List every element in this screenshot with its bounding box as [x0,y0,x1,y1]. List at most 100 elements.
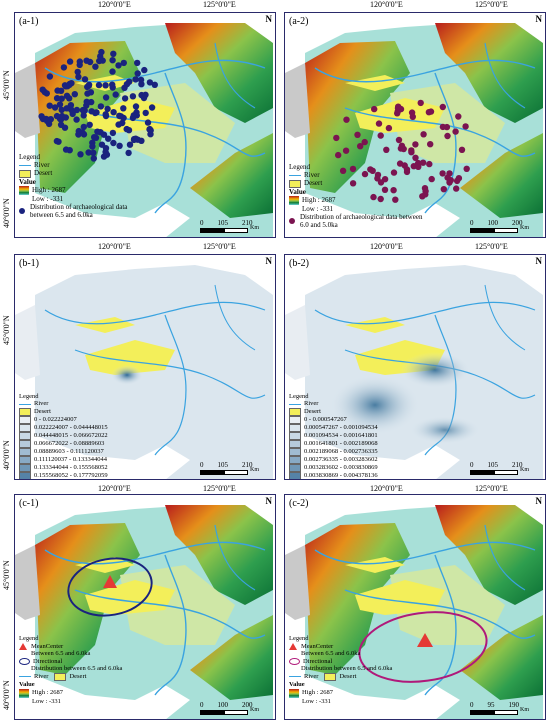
density-class-row: 0.001641801 - 0.002189068 [289,439,378,448]
site-point [439,123,447,131]
site-point [354,131,361,138]
legend-low: Low : -331 [32,697,61,705]
site-point [342,147,350,154]
site-point [86,121,93,128]
site-point [75,73,82,81]
density-class-label: 0.044448015 - 0.066672022 [34,432,108,440]
density-class-row: 0.003283602 - 0.003830869 [289,463,378,472]
density-swatch-icon [289,471,301,479]
legend-value: Value [19,177,36,186]
site-point [91,134,98,141]
site-point [349,165,357,173]
scale-tick: 200 [512,219,523,227]
legend-title: Legend [289,635,309,642]
site-point [62,146,70,153]
density-class-list: 0 - 0.022224007 0.022224007 - 0.044448015… [19,415,108,479]
site-point [417,99,424,107]
density-class-row: 0.002189068 - 0.002736335 [289,447,378,456]
density-class-label: 0.000547267 - 0.001094534 [304,424,378,432]
legend-sites: Distribution of archaeological data betw… [30,203,128,220]
density-class-label: 0.022224007 - 0.044448015 [34,424,108,432]
density-class-row: 0.066672022 - 0.08889603 [19,439,108,448]
legend-river: River [34,400,49,408]
site-point [90,155,98,162]
directional-ellipse [67,557,153,617]
site-point [452,128,459,135]
site-point [427,141,434,148]
scale-tick: 105 [487,461,499,469]
legend-title: Legend [19,153,40,161]
site-point [374,171,382,179]
site-points-a2 [333,99,470,203]
triangle-icon [19,642,27,650]
site-point [339,167,347,174]
panel-label: (c-1) [19,498,39,509]
site-point [142,91,149,99]
scale-tick: 0 [200,219,204,227]
site-point [73,106,81,114]
scale-tick: 105 [217,219,229,227]
site-point [377,132,384,139]
site-point [132,76,139,83]
scale-unit: Km [520,707,529,713]
legend-high: High : 2687 [32,186,66,195]
legend-c2: Legend MeanCenter Between 6.5 and 6.0ka … [289,635,392,705]
density-swatch-icon [289,431,301,440]
density-class-row: 0.002736335 - 0.003283602 [289,455,378,464]
river-line-icon [19,164,31,166]
river-line-icon [289,174,301,176]
legend-title: Legend [19,635,39,642]
site-point [138,81,145,88]
site-point [385,124,393,132]
site-point [415,163,422,170]
north-arrow-icon: N [535,496,543,506]
site-point [92,63,99,70]
density-swatch-icon [289,455,301,464]
density-hotspot [400,352,470,388]
site-point [38,113,45,120]
site-point [440,186,447,193]
river-line-icon [289,403,301,405]
scale-unit: Km [250,707,259,713]
density-class-label: 0 - 0.000547267 [304,416,347,424]
legend-river: River [304,673,319,681]
legend-a2: Legend River Desert Value High : 2687 Lo… [289,163,430,229]
lon-label-120-a1: 120°0'0"E [98,0,131,9]
site-point [115,121,122,128]
site-point [335,151,342,159]
lon-label-125-c2: 125°0'0"E [475,484,508,493]
lat-label-45-c: 45°0'0"N [2,560,11,590]
site-point [85,81,93,89]
legend-desert: Desert [34,169,53,178]
site-point [462,123,469,130]
site-point [104,105,111,113]
site-point [125,149,132,157]
site-point [455,175,463,182]
site-point [134,70,141,77]
site-point [396,160,404,167]
density-class-label: 0.001094534 - 0.001641801 [304,432,378,440]
desert-swatch-icon [19,407,31,416]
site-point [420,131,427,138]
site-point [120,59,128,67]
legend-value: Value [289,187,306,196]
site-point [146,125,153,133]
site-point [43,117,51,125]
density-hotspot [330,375,420,435]
site-point [116,142,123,149]
lon-label-125-b1: 125°0'0"E [203,242,236,251]
scale-unit: Km [250,467,259,473]
density-swatch-icon [19,463,31,472]
site-point [375,120,383,127]
legend-c1: Legend MeanCenter Between 6.5 and 6.0ka … [19,635,122,705]
panel-label: (c-2) [289,498,309,509]
density-hotspot [111,365,143,385]
site-point [86,58,94,66]
scale-tick: 210 [512,461,523,469]
density-swatch-icon [289,447,301,456]
density-swatch-icon [289,423,301,432]
site-point [56,101,64,108]
site-point [83,98,90,106]
site-point [89,143,96,150]
legend-low: Low : -331 [302,204,334,213]
